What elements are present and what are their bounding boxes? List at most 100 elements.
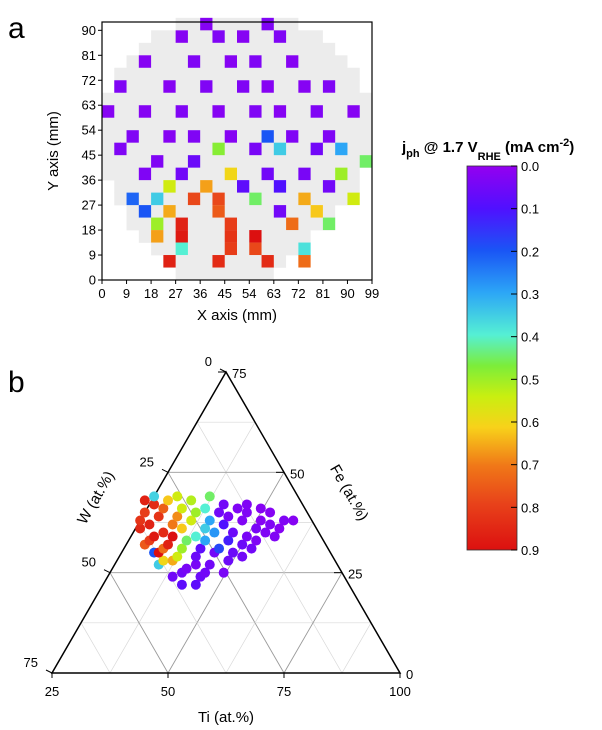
ternary-point bbox=[190, 579, 201, 590]
wafer-row bbox=[102, 117, 372, 131]
y-tick-label: 18 bbox=[82, 223, 96, 238]
ternary-point bbox=[223, 511, 234, 522]
ternary-point bbox=[158, 527, 169, 538]
wafer-row bbox=[138, 42, 336, 56]
heatmap-cell bbox=[322, 130, 336, 143]
w-tick-label: 50 bbox=[82, 555, 96, 570]
y-tick-label: 27 bbox=[82, 198, 96, 213]
ti-tick-label: 50 bbox=[161, 684, 175, 699]
ternary-point bbox=[218, 567, 229, 578]
ternary-point bbox=[186, 515, 197, 526]
heatmap-cell bbox=[126, 192, 139, 206]
ternary-point bbox=[149, 491, 160, 502]
ti-tick-label: 100 bbox=[389, 684, 411, 699]
ti-axis-label: Ti (at.%) bbox=[198, 709, 254, 726]
colorbar-tick-label: 0.6 bbox=[521, 415, 539, 430]
colorbar-tick-label: 0.8 bbox=[521, 500, 539, 515]
x-tick-label: 72 bbox=[291, 286, 305, 301]
ternary-point bbox=[227, 527, 238, 538]
ternary-point bbox=[176, 543, 187, 554]
colorbar-tick-label: 0.0 bbox=[521, 159, 539, 174]
ternary-point bbox=[176, 503, 187, 514]
heatmap-cell bbox=[273, 30, 287, 43]
heatmap-cell bbox=[126, 130, 139, 143]
ternary-point bbox=[172, 551, 183, 562]
ternary-point bbox=[251, 523, 262, 534]
heatmap-cell bbox=[359, 155, 372, 168]
ternary-point bbox=[255, 515, 266, 526]
heatmap-cell bbox=[322, 180, 336, 193]
heatmap-cell bbox=[335, 167, 348, 181]
heatmap-cell bbox=[224, 130, 237, 143]
heatmap-cell bbox=[163, 180, 176, 193]
heatmap-cell bbox=[163, 130, 176, 143]
ternary-point bbox=[158, 555, 169, 566]
heatmap-cell bbox=[298, 192, 311, 206]
heatmap-cell bbox=[224, 242, 237, 256]
y-tick-label: 36 bbox=[82, 173, 96, 188]
ternary-point bbox=[237, 551, 248, 562]
heatmap-cell bbox=[151, 155, 164, 168]
w-tick-mark bbox=[161, 468, 169, 473]
ternary-point bbox=[232, 503, 243, 514]
ternary-point bbox=[167, 519, 178, 530]
heatmap-cell bbox=[224, 167, 237, 181]
ternary-point bbox=[269, 531, 280, 542]
heatmap-cell bbox=[310, 105, 323, 118]
heatmap-cell bbox=[200, 80, 213, 93]
ternary-point bbox=[176, 523, 187, 534]
heatmap-cell bbox=[273, 142, 287, 156]
ternary-point bbox=[190, 559, 201, 570]
colorbar-ticks: 0.0 0.1 0.2 0.3 0.4 0.5 0.6 0.7 0.8 0.9 bbox=[511, 159, 539, 558]
ternary-point bbox=[186, 495, 197, 506]
x-tick-label: 63 bbox=[267, 286, 281, 301]
heatmap-cell bbox=[163, 80, 176, 93]
heatmap-cell bbox=[212, 205, 225, 218]
heatmap-cell bbox=[310, 205, 323, 218]
heatmap-cell bbox=[163, 255, 176, 268]
w-tick-label: 0 bbox=[205, 354, 212, 369]
heatmap-frame bbox=[101, 21, 373, 281]
heatmap-cell bbox=[347, 105, 360, 118]
y-axis-label: Y axis (mm) bbox=[45, 111, 62, 191]
heatmap-cell bbox=[212, 142, 225, 156]
x-tick-label: 27 bbox=[168, 286, 182, 301]
ternary-point bbox=[190, 507, 201, 518]
ternary-point bbox=[204, 491, 215, 502]
ternary-point bbox=[265, 507, 276, 518]
ternary-point bbox=[288, 515, 299, 526]
heatmap-cell bbox=[212, 255, 225, 268]
heatmap-cell bbox=[286, 130, 299, 143]
ternary-point bbox=[149, 531, 160, 542]
ternary-point bbox=[204, 515, 215, 526]
ternary-point bbox=[241, 507, 252, 518]
heatmap-cell bbox=[298, 167, 311, 181]
ternary-point bbox=[204, 559, 215, 570]
ternary-point bbox=[237, 515, 248, 526]
heatmap-cell bbox=[138, 105, 152, 118]
x-tick-label: 9 bbox=[123, 286, 130, 301]
heatmap-cell bbox=[151, 230, 164, 243]
wafer-row bbox=[175, 267, 274, 281]
heatmap-cell bbox=[114, 142, 127, 156]
ternary-point bbox=[274, 523, 285, 534]
heatmap-cell bbox=[249, 242, 262, 256]
wafer-row bbox=[102, 105, 372, 119]
panel-b-label: b bbox=[8, 366, 25, 399]
x-tick-label: 99 bbox=[365, 286, 379, 301]
wafer-row bbox=[126, 205, 336, 218]
ternary-point bbox=[181, 563, 192, 574]
heatmap-cell bbox=[249, 192, 262, 206]
x-tick-label: 54 bbox=[242, 286, 256, 301]
ternary-point bbox=[218, 499, 229, 510]
heatmap-cell bbox=[175, 30, 188, 43]
ternary-point bbox=[214, 543, 225, 554]
y-axis-ticks: 0 9 18 27 36 45 54 63 72 81 90 bbox=[82, 23, 102, 288]
heatmap-cell bbox=[249, 230, 262, 243]
heatmap-cell bbox=[273, 205, 287, 218]
ternary-point bbox=[153, 511, 164, 522]
ternary-plot: 25 50 75 100 75 50 25 0 0 25 50 75 Ti (at.%) W (at.… bbox=[24, 354, 414, 726]
ternary-point bbox=[172, 491, 183, 502]
ternary-point bbox=[255, 503, 266, 514]
